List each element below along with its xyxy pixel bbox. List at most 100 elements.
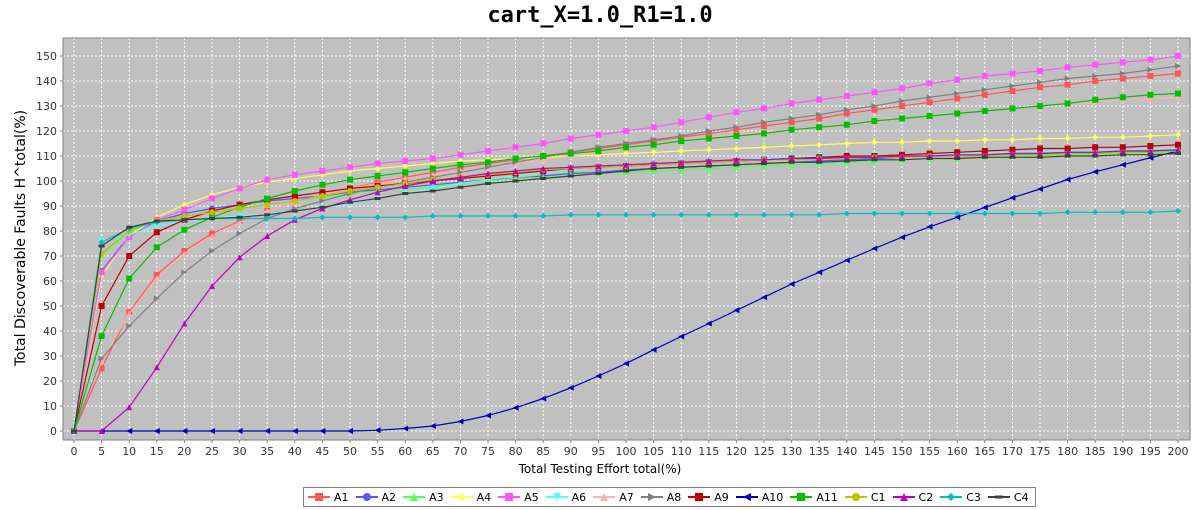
data-point-a5 <box>319 168 325 174</box>
data-point-a11 <box>595 148 601 154</box>
data-point-a1 <box>1065 82 1071 88</box>
x-tick-label: 45 <box>315 445 329 458</box>
data-point-a11 <box>899 116 905 122</box>
data-point-a9 <box>154 229 160 235</box>
x-tick-label: 30 <box>233 445 247 458</box>
data-point-a5 <box>1065 64 1071 70</box>
data-point-c4 <box>402 192 408 195</box>
data-point-a5 <box>927 81 933 87</box>
x-tick-label: 165 <box>974 445 995 458</box>
data-point-c4 <box>99 245 105 248</box>
data-point-a5 <box>181 207 187 213</box>
x-tick-label: 60 <box>398 445 412 458</box>
legend-label: A9 <box>714 491 729 504</box>
x-tick-label: 65 <box>426 445 440 458</box>
y-tick-label: 120 <box>36 125 57 138</box>
x-tick-label: 180 <box>1057 445 1078 458</box>
legend-swatch <box>403 492 425 502</box>
data-point-a1 <box>1147 73 1153 79</box>
legend-label: A1 <box>334 491 349 504</box>
data-point-a5 <box>761 106 767 112</box>
legend-marker <box>363 493 371 501</box>
data-point-a5 <box>899 86 905 92</box>
legend-item-a6: A6 <box>546 491 587 504</box>
y-tick-label: 30 <box>43 350 57 363</box>
data-point-a11 <box>402 169 408 175</box>
data-point-c4 <box>430 190 436 193</box>
data-point-a11 <box>706 136 712 142</box>
data-point-a11 <box>347 177 353 183</box>
data-point-a1 <box>1037 84 1043 90</box>
data-point-a11 <box>1120 94 1126 100</box>
y-tick-label: 10 <box>43 400 57 413</box>
data-point-a5 <box>457 152 463 158</box>
data-point-a11 <box>982 108 988 114</box>
data-point-c4 <box>209 217 215 220</box>
x-tick-label: 105 <box>643 445 664 458</box>
x-tick-label: 160 <box>947 445 968 458</box>
x-tick-label: 15 <box>150 445 164 458</box>
y-tick-label: 20 <box>43 375 57 388</box>
legend-item-a4: A4 <box>451 491 492 504</box>
x-tick-label: 135 <box>809 445 830 458</box>
data-point-a1 <box>1120 76 1126 82</box>
data-point-a11 <box>1009 106 1015 112</box>
data-point-a11 <box>761 131 767 137</box>
data-point-c4 <box>540 177 546 180</box>
data-point-c1 <box>347 188 353 194</box>
data-point-c4 <box>126 226 132 229</box>
data-point-a5 <box>1037 68 1043 74</box>
x-tick-label: 150 <box>892 445 913 458</box>
legend-item-a2: A2 <box>356 491 397 504</box>
legend-swatch <box>688 492 710 502</box>
data-point-a11 <box>264 196 270 202</box>
legend-marker <box>458 493 466 501</box>
data-point-a11 <box>816 124 822 130</box>
data-point-a11 <box>1092 97 1098 103</box>
legend-label: A7 <box>619 491 634 504</box>
data-point-a5 <box>485 148 491 154</box>
y-tick-label: 0 <box>50 425 57 438</box>
x-tick-label: 95 <box>591 445 605 458</box>
legend-label: A8 <box>667 491 682 504</box>
data-point-c4 <box>319 206 325 209</box>
data-point-a5 <box>375 161 381 167</box>
x-tick-label: 125 <box>754 445 775 458</box>
data-point-c1 <box>237 206 243 212</box>
y-tick-label: 90 <box>43 200 57 213</box>
legend-swatch <box>451 492 473 502</box>
data-point-a5 <box>678 119 684 125</box>
data-point-a11 <box>181 227 187 233</box>
x-tick-label: 170 <box>1002 445 1023 458</box>
data-point-c4 <box>595 172 601 175</box>
x-tick-label: 100 <box>616 445 637 458</box>
legend-label: C4 <box>1014 491 1029 504</box>
x-tick-label: 50 <box>343 445 357 458</box>
data-point-a5 <box>402 158 408 164</box>
y-tick-label: 110 <box>36 150 57 163</box>
legend-marker <box>695 493 703 501</box>
data-point-c1 <box>292 198 298 204</box>
legend: A1 A2 A3 A4 A5 A6 A7 A8 A9 A10 A11 C1 C2 C3 C4 <box>303 487 1036 507</box>
legend-label: A11 <box>816 491 838 504</box>
x-tick-label: 155 <box>919 445 940 458</box>
legend-marker <box>505 493 513 501</box>
y-tick-label: 60 <box>43 275 57 288</box>
legend-item-c3: C3 <box>940 491 981 504</box>
data-point-c4 <box>154 220 160 223</box>
x-tick-label: 80 <box>509 445 523 458</box>
data-point-a5 <box>347 164 353 170</box>
legend-marker <box>743 493 751 501</box>
legend-item-a10: A10 <box>736 491 784 504</box>
legend-item-c2: C2 <box>893 491 934 504</box>
data-point-a9 <box>99 303 105 309</box>
data-point-a5 <box>595 132 601 138</box>
data-point-a11 <box>1175 91 1181 97</box>
legend-marker <box>797 493 805 501</box>
legend-item-a5: A5 <box>498 491 539 504</box>
data-point-c4 <box>761 162 767 165</box>
data-point-c4 <box>375 197 381 200</box>
legend-item-a1: A1 <box>308 491 349 504</box>
data-point-c4 <box>1037 156 1043 159</box>
data-point-c4 <box>347 201 353 204</box>
